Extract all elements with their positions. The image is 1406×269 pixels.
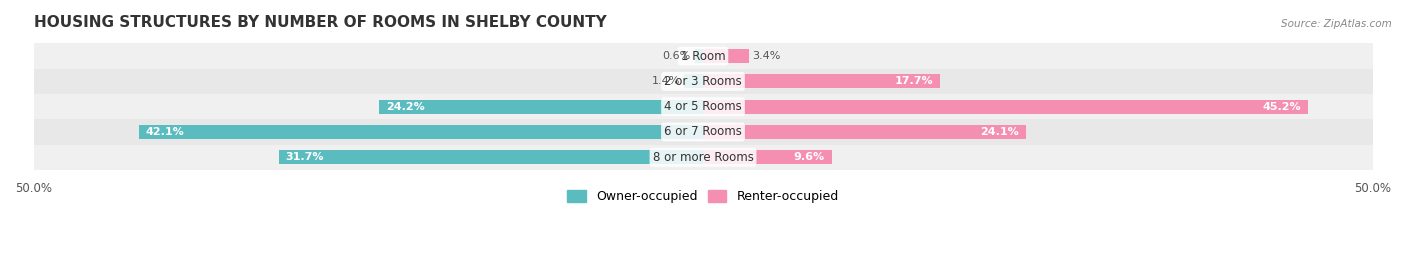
Bar — [695, 49, 703, 63]
Bar — [34, 119, 1372, 145]
Text: 1 Room: 1 Room — [681, 49, 725, 63]
Text: 17.7%: 17.7% — [894, 76, 934, 86]
Text: 8 or more Rooms: 8 or more Rooms — [652, 151, 754, 164]
Bar — [685, 75, 703, 88]
Bar — [380, 100, 703, 114]
Text: Source: ZipAtlas.com: Source: ZipAtlas.com — [1281, 19, 1392, 29]
Text: 9.6%: 9.6% — [794, 152, 825, 162]
Bar — [278, 150, 703, 164]
Text: 24.2%: 24.2% — [385, 102, 425, 112]
Bar — [34, 145, 1372, 170]
Text: 24.1%: 24.1% — [980, 127, 1019, 137]
Text: 42.1%: 42.1% — [146, 127, 184, 137]
Bar — [703, 49, 748, 63]
Bar — [703, 125, 1026, 139]
Text: 4 or 5 Rooms: 4 or 5 Rooms — [664, 100, 742, 113]
Bar — [34, 43, 1372, 69]
Bar — [139, 125, 703, 139]
Text: 6 or 7 Rooms: 6 or 7 Rooms — [664, 125, 742, 139]
Bar — [34, 94, 1372, 119]
Text: 3.4%: 3.4% — [752, 51, 780, 61]
Bar — [703, 75, 941, 88]
Text: 31.7%: 31.7% — [285, 152, 323, 162]
Text: HOUSING STRUCTURES BY NUMBER OF ROOMS IN SHELBY COUNTY: HOUSING STRUCTURES BY NUMBER OF ROOMS IN… — [34, 15, 606, 30]
Bar — [703, 150, 831, 164]
Bar — [34, 69, 1372, 94]
Text: 45.2%: 45.2% — [1263, 102, 1302, 112]
Text: 0.6%: 0.6% — [662, 51, 690, 61]
Text: 1.4%: 1.4% — [652, 76, 681, 86]
Bar — [703, 100, 1308, 114]
Text: 2 or 3 Rooms: 2 or 3 Rooms — [664, 75, 742, 88]
Legend: Owner-occupied, Renter-occupied: Owner-occupied, Renter-occupied — [562, 185, 844, 208]
